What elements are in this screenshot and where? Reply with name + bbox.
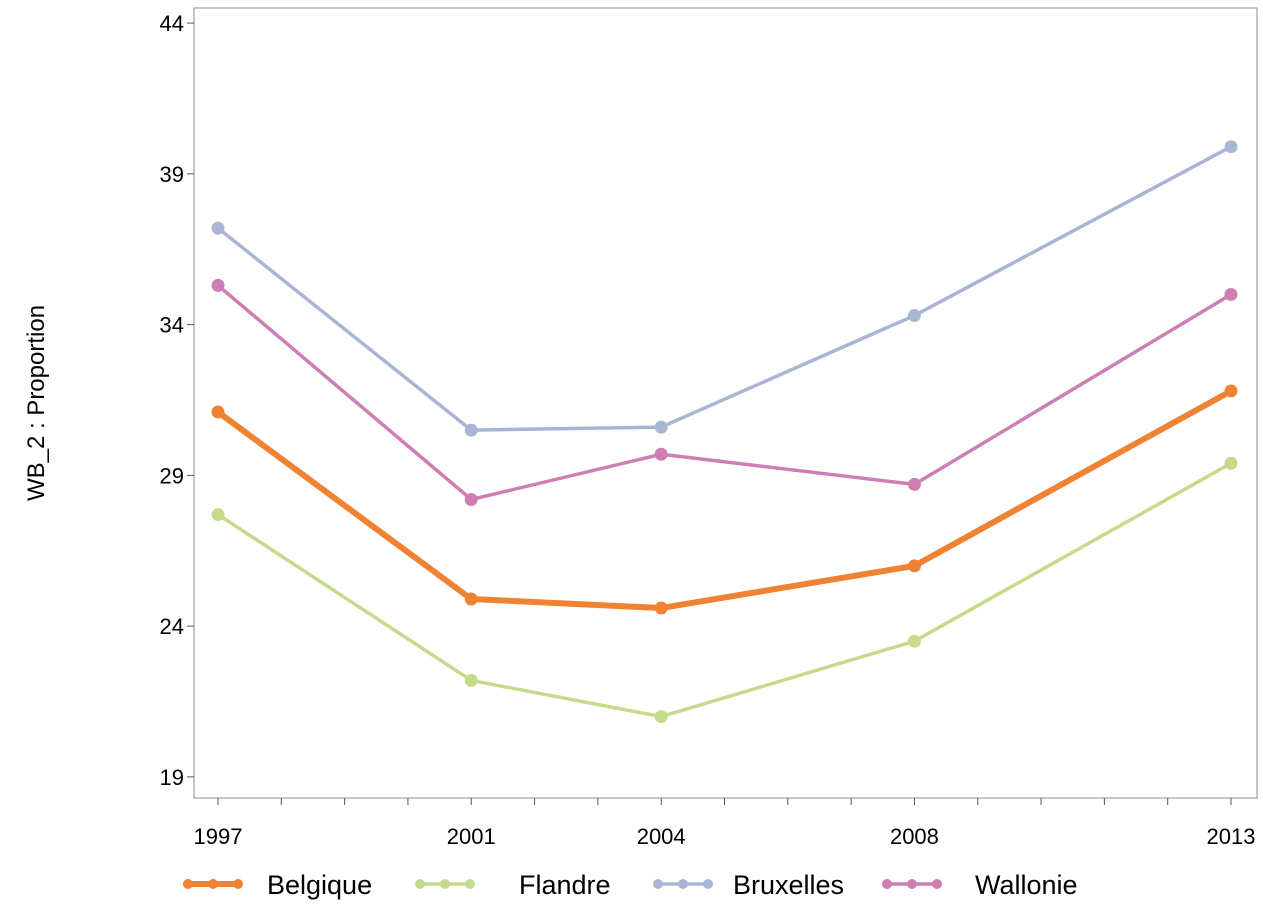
data-point-belgique: [907, 559, 921, 573]
y-tick-label: 39: [160, 162, 184, 187]
plot-area: [193, 7, 1258, 799]
series-belgique: [211, 384, 1238, 615]
series-flandre: [211, 456, 1238, 724]
series-line-flandre: [216, 461, 1233, 719]
data-point-wallonie: [464, 492, 478, 506]
data-point-flandre: [211, 508, 225, 522]
x-tick-label: 2001: [447, 824, 496, 849]
data-point-belgique: [654, 601, 668, 615]
x-tick-label: 2013: [1207, 824, 1256, 849]
series-line-belgique: [215, 387, 1234, 612]
data-point-bruxelles: [654, 420, 668, 434]
y-tick-label: 44: [160, 11, 184, 36]
y-axis: 19 24 29 34 39 44: [160, 11, 194, 790]
legend-item-bruxelles: Bruxelles: [653, 870, 844, 900]
series-lines: [211, 140, 1238, 724]
legend-item-wallonie: Wallonie: [882, 870, 1078, 900]
data-point-belgique: [1224, 384, 1238, 398]
legend-label-bruxelles: Bruxelles: [733, 870, 844, 900]
series-wallonie: [211, 278, 1238, 506]
data-point-flandre: [907, 634, 921, 648]
data-point-wallonie: [211, 278, 225, 292]
legend: Belgique Flandre Bruxelles Wallonie: [183, 870, 1078, 900]
series-bruxelles: [211, 140, 1238, 437]
plot-frame: [193, 7, 1258, 799]
legend-label-wallonie: Wallonie: [975, 870, 1078, 900]
y-axis-title: WB_2 : Proportion: [23, 305, 50, 501]
legend-label-belgique: Belgique: [267, 870, 372, 900]
legend-item-flandre: Flandre: [415, 870, 611, 900]
legend-swatch-belgique: [183, 879, 243, 889]
data-point-wallonie: [654, 447, 668, 461]
x-tick-label: 2004: [637, 824, 686, 849]
x-tick-label: 1997: [194, 824, 243, 849]
data-point-wallonie: [907, 477, 921, 491]
y-tick-label: 34: [160, 313, 184, 338]
data-point-flandre: [1224, 456, 1238, 470]
y-tick-label: 19: [160, 765, 184, 790]
data-point-bruxelles: [211, 221, 225, 235]
data-point-belgique: [464, 592, 478, 606]
legend-swatch-bruxelles: [653, 879, 713, 889]
y-tick-label: 29: [160, 463, 184, 488]
legend-label-flandre: Flandre: [519, 870, 611, 900]
y-tick-label: 24: [160, 614, 184, 639]
data-point-flandre: [654, 710, 668, 724]
data-point-bruxelles: [907, 309, 921, 323]
series-line-wallonie: [216, 283, 1233, 502]
data-point-wallonie: [1224, 287, 1238, 301]
data-point-belgique: [211, 405, 225, 419]
legend-swatch-flandre: [415, 879, 475, 889]
legend-item-belgique: Belgique: [183, 870, 372, 900]
data-point-flandre: [464, 673, 478, 687]
data-point-bruxelles: [464, 423, 478, 437]
x-tick-label: 2008: [890, 824, 939, 849]
data-point-bruxelles: [1224, 140, 1238, 154]
x-axis: 1997 2001 2004 2008 2013: [194, 798, 1256, 849]
legend-swatch-wallonie: [882, 879, 942, 889]
